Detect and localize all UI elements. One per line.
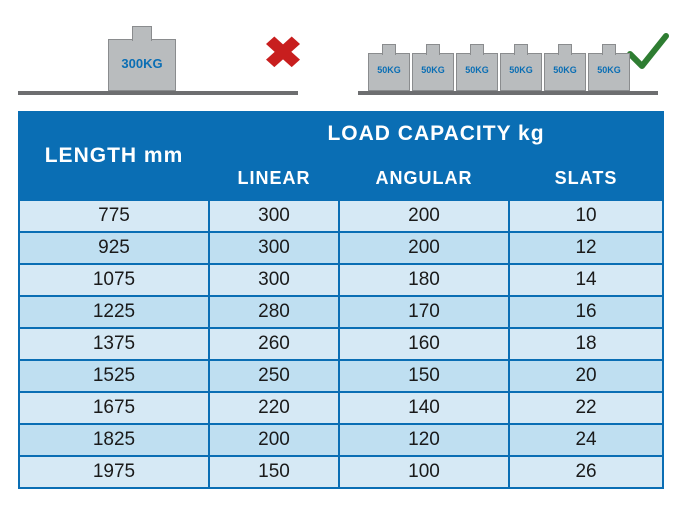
header-slats: SLATS	[509, 156, 663, 200]
cell-linear: 300	[209, 200, 339, 232]
cell-length: 1825	[19, 424, 209, 456]
small-weight: 50KG	[500, 53, 542, 91]
cell-angular: 140	[339, 392, 509, 424]
cell-linear: 300	[209, 232, 339, 264]
table-row: 197515010026	[19, 456, 663, 488]
table-row: 182520012024	[19, 424, 663, 456]
cell-angular: 100	[339, 456, 509, 488]
cell-linear: 220	[209, 392, 339, 424]
cell-angular: 180	[339, 264, 509, 296]
small-weight: 50KG	[368, 53, 410, 91]
cell-length: 1525	[19, 360, 209, 392]
header-load: LOAD CAPACITY kg	[209, 112, 663, 156]
small-weight-handle	[426, 44, 440, 55]
cell-angular: 160	[339, 328, 509, 360]
cell-slats: 20	[509, 360, 663, 392]
check-icon	[626, 30, 670, 74]
cell-length: 775	[19, 200, 209, 232]
small-weight-handle	[602, 44, 616, 55]
cell-angular: 150	[339, 360, 509, 392]
cell-linear: 250	[209, 360, 339, 392]
small-weight-handle	[470, 44, 484, 55]
surface-right	[358, 91, 658, 95]
load-illustration: 300KG ✖ 50KG 50KG 50KG 50KG 50KG 50KG	[18, 0, 662, 105]
small-weight-label: 50KG	[369, 65, 409, 75]
small-weight: 50KG	[412, 53, 454, 91]
table-row: 92530020012	[19, 232, 663, 264]
header-length: LENGTH mm	[19, 112, 209, 200]
cell-slats: 14	[509, 264, 663, 296]
cell-angular: 120	[339, 424, 509, 456]
cell-slats: 10	[509, 200, 663, 232]
small-weight-label: 50KG	[501, 65, 541, 75]
cell-linear: 280	[209, 296, 339, 328]
table-row: 122528017016	[19, 296, 663, 328]
header-angular: ANGULAR	[339, 156, 509, 200]
cell-linear: 300	[209, 264, 339, 296]
load-capacity-table: LENGTH mm LOAD CAPACITY kg LINEAR ANGULA…	[18, 111, 664, 489]
table-header: LENGTH mm LOAD CAPACITY kg LINEAR ANGULA…	[19, 112, 663, 200]
small-weight-label: 50KG	[457, 65, 497, 75]
header-linear: LINEAR	[209, 156, 339, 200]
cell-linear: 150	[209, 456, 339, 488]
cell-angular: 200	[339, 200, 509, 232]
cell-length: 1075	[19, 264, 209, 296]
cell-slats: 18	[509, 328, 663, 360]
cell-linear: 200	[209, 424, 339, 456]
cell-linear: 260	[209, 328, 339, 360]
cell-slats: 26	[509, 456, 663, 488]
small-weight: 50KG	[456, 53, 498, 91]
cell-slats: 16	[509, 296, 663, 328]
table-row: 167522014022	[19, 392, 663, 424]
big-weight-label: 300KG	[109, 56, 175, 71]
table-row: 107530018014	[19, 264, 663, 296]
table-row: 77530020010	[19, 200, 663, 232]
cell-slats: 12	[509, 232, 663, 264]
cell-length: 1375	[19, 328, 209, 360]
small-weight-handle	[558, 44, 572, 55]
big-weight: 300KG	[108, 39, 176, 91]
small-weight: 50KG	[544, 53, 586, 91]
big-weight-handle	[132, 26, 152, 41]
table-body: 7753002001092530020012107530018014122528…	[19, 200, 663, 488]
small-weight-label: 50KG	[413, 65, 453, 75]
cell-length: 1675	[19, 392, 209, 424]
cell-length: 1975	[19, 456, 209, 488]
cell-slats: 24	[509, 424, 663, 456]
surface-left	[18, 91, 298, 95]
cell-length: 1225	[19, 296, 209, 328]
x-icon: ✖	[263, 28, 303, 78]
small-weight: 50KG	[588, 53, 630, 91]
cell-length: 925	[19, 232, 209, 264]
cell-slats: 22	[509, 392, 663, 424]
table-row: 137526016018	[19, 328, 663, 360]
table-row: 152525015020	[19, 360, 663, 392]
small-weight-label: 50KG	[545, 65, 585, 75]
small-weight-handle	[514, 44, 528, 55]
small-weight-label: 50KG	[589, 65, 629, 75]
cell-angular: 200	[339, 232, 509, 264]
cell-angular: 170	[339, 296, 509, 328]
small-weight-handle	[382, 44, 396, 55]
